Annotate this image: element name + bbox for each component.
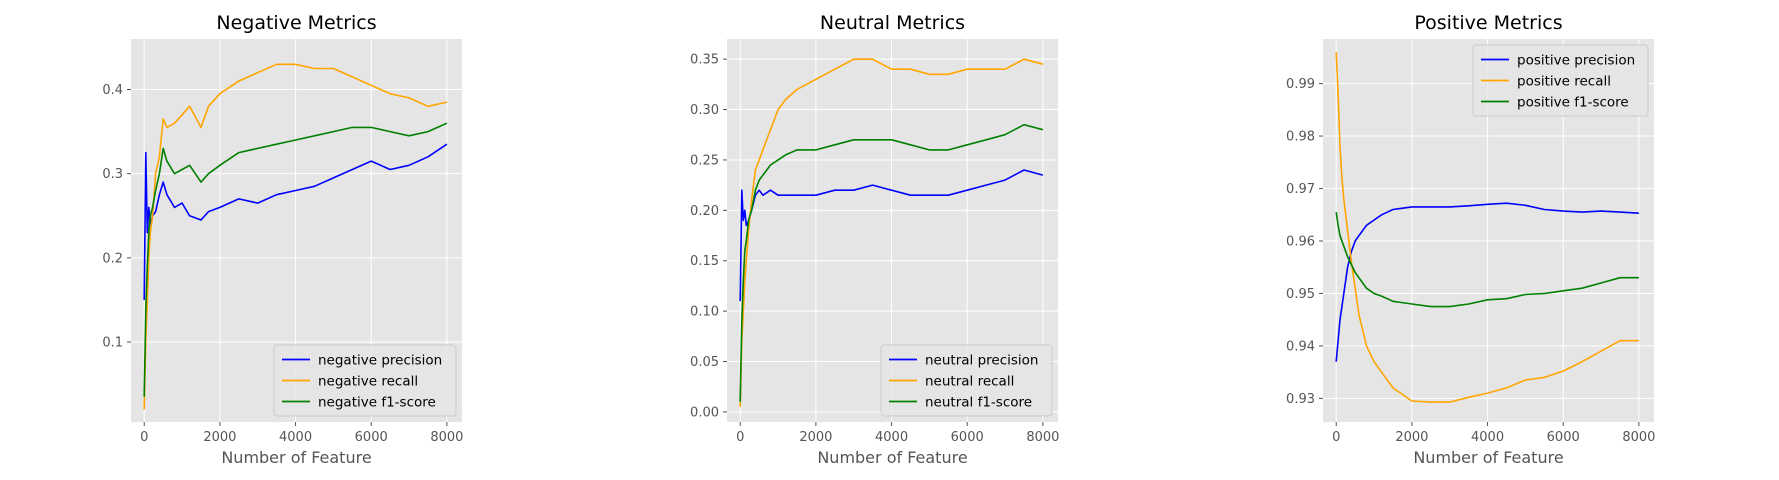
legend-entry: positive precision	[1517, 53, 1635, 69]
chart-title: Neutral Metrics	[820, 12, 965, 34]
y-tick-label: 0.05	[690, 355, 719, 370]
y-tick-label: 0.3	[102, 167, 123, 182]
legend-entry: positive f1-score	[1517, 95, 1629, 111]
legend-box	[273, 344, 457, 417]
legend-entry: negative f1-score	[318, 395, 436, 411]
x-tick-label: 0	[736, 430, 744, 445]
x-axis-label: Number of Feature	[817, 448, 967, 467]
legend: positive precision positive recall positiv…	[1472, 44, 1649, 117]
y-tick-label: 0.2	[102, 251, 123, 266]
legend: neutral precision neutral recall neutral f…	[880, 344, 1053, 417]
y-tick-label: 0.10	[690, 305, 719, 320]
grid-lines	[131, 39, 462, 422]
x-axis-label: Number of Feature	[221, 448, 371, 467]
x-tick-label: 4000	[1471, 430, 1504, 445]
y-tick-label: 0.00	[690, 405, 719, 420]
x-tick-label: 6000	[1547, 430, 1580, 445]
x-tick-label: 0	[140, 430, 148, 445]
series-line-positive-recall	[1335, 52, 1639, 403]
series-line-neutral-precision	[739, 169, 1044, 302]
y-tick-label: 0.25	[690, 153, 719, 168]
series-line-neutral-recall	[739, 58, 1044, 407]
legend-entry: neutral precision	[925, 353, 1038, 369]
x-tick-label: 2000	[203, 430, 236, 445]
x-tick-label: 8000	[430, 430, 463, 445]
legend-entry: negative recall	[318, 374, 418, 390]
x-tick-label: 4000	[875, 430, 908, 445]
x-tick-label: 2000	[799, 430, 832, 445]
y-tick-label: 0.30	[690, 103, 719, 118]
x-axis-label: Number of Feature	[1413, 448, 1563, 467]
y-tick-label: 0.93	[1286, 392, 1315, 407]
negative-metrics-panel: 0 2000 4000 6000 8000 0.1 0.2 0.3 0.4 Negative Me…	[102, 12, 463, 467]
y-tick-label: 0.1	[102, 336, 123, 351]
series-line-positive-precision	[1335, 202, 1639, 362]
x-tick-label: 8000	[1622, 430, 1655, 445]
y-tick-label: 0.95	[1286, 287, 1315, 302]
series-line-neutral-f1-score	[739, 123, 1044, 402]
y-tick-label: 0.94	[1286, 339, 1315, 354]
y-tick-label: 0.97	[1286, 182, 1315, 197]
legend-entry: negative precision	[318, 353, 442, 369]
x-tick-label: 4000	[279, 430, 312, 445]
x-tick-label: 0	[1332, 430, 1340, 445]
y-tick-label: 0.96	[1286, 234, 1315, 249]
x-tick-label: 6000	[355, 430, 388, 445]
legend-entry: neutral recall	[925, 374, 1014, 390]
legend-entry: positive recall	[1517, 74, 1611, 90]
positive-metrics-panel: 0 2000 4000 6000 8000 0.93 0.94 0.95 0.96 0.97 0.9…	[1286, 12, 1655, 467]
y-tick-label: 0.20	[690, 204, 719, 219]
x-tick-label: 8000	[1026, 430, 1059, 445]
series-line-positive-f1-score	[1335, 211, 1639, 308]
series-line-negative-recall	[143, 63, 448, 410]
neutral-metrics-panel: 0 2000 4000 6000 8000 0.00 0.05 0.10 0.15 0.20 0.2…	[690, 12, 1059, 467]
y-tick-label: 0.35	[690, 53, 719, 68]
y-tick-label: 0.98	[1286, 130, 1315, 145]
legend-box	[880, 344, 1053, 417]
y-tick-label: 0.4	[102, 83, 123, 98]
y-tick-label: 0.99	[1286, 77, 1315, 92]
y-tick-label: 0.15	[690, 254, 719, 269]
chart-title: Negative Metrics	[216, 12, 376, 34]
series-line-negative-f1-score	[143, 122, 448, 397]
x-tick-label: 2000	[1395, 430, 1428, 445]
x-tick-label: 6000	[951, 430, 984, 445]
legend: negative precision negative recall negativ…	[273, 344, 457, 417]
legend-box	[1472, 44, 1649, 117]
chart-title: Positive Metrics	[1414, 12, 1562, 34]
legend-entry: neutral f1-score	[925, 395, 1032, 411]
